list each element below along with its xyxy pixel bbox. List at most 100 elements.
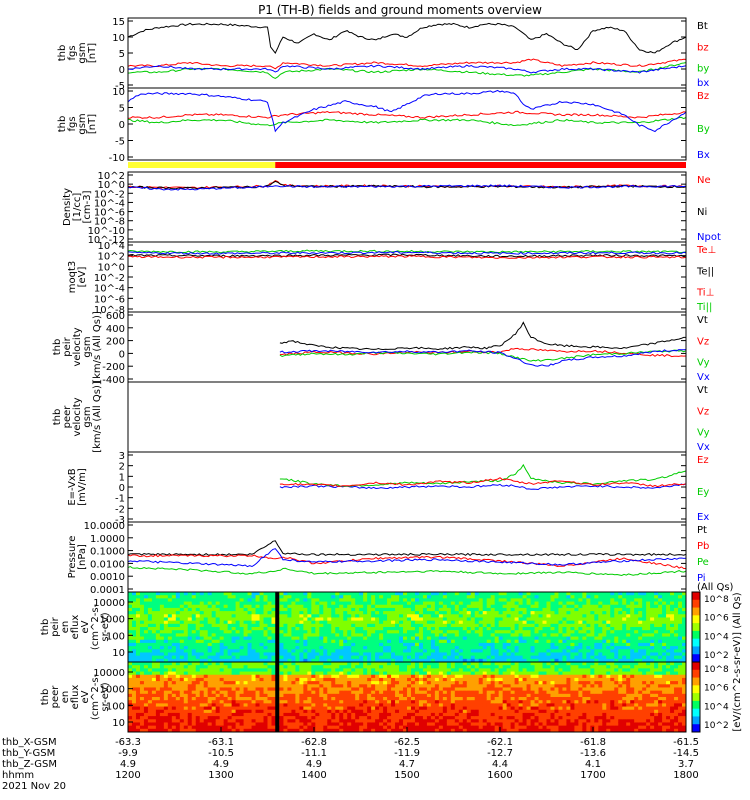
spectrogram-cell [243,595,249,599]
spectrogram-cell [343,636,348,641]
spectrogram-cell [391,665,396,669]
spectrogram-cell [335,700,340,704]
spectrogram-cell [195,601,201,606]
spectrogram-cell [243,687,249,692]
spectrogram-cell [502,658,508,663]
spectrogram-cell [147,681,153,685]
spectrogram-cell [347,706,352,711]
spectrogram-cell [163,709,169,714]
spectrogram-cell [586,658,591,663]
spectrogram-cell [414,627,420,631]
spectrogram-cell [506,658,512,663]
spectrogram-cell [410,662,416,666]
spectrogram-cell [267,617,272,622]
spectrogram-cell [526,627,532,631]
spectrogram-cell [131,630,137,634]
spectrogram-cell [410,655,416,660]
spectrogram-cell [135,611,141,615]
spectrogram-cell [251,598,257,603]
spectrogram-cell [231,604,237,609]
spectrogram-cell [403,697,408,701]
spectrogram-cell [343,671,348,676]
spectrogram-cell [203,674,209,679]
spectrogram-cell [211,671,217,676]
spectrogram-cell [295,719,300,723]
spectrogram-cell [243,668,249,673]
spectrogram-cell [598,655,603,660]
spectrogram-cell [179,614,185,618]
spectrogram-cell [183,652,189,657]
spectrogram-cell [670,598,675,603]
spectrogram-cell [610,633,615,638]
spectrogram-cell [414,668,420,673]
spectrogram-cell [139,595,145,599]
spectrogram-cell [590,607,595,612]
spectrogram-cell [375,700,380,704]
spectrogram-cell [135,709,141,714]
spectrogram-cell [211,700,217,704]
spectrogram-cell [383,709,388,714]
spectrogram-cell [211,646,217,650]
spectrogram-cell [462,611,468,615]
spectrogram-cell [395,712,400,717]
spectrogram-cell [399,706,404,711]
spectrogram-cell [259,703,265,708]
spectrogram-cell [155,655,161,660]
spectrogram-cell [522,611,528,615]
spectrogram-cell [323,611,328,615]
spectrogram-cell [195,700,201,704]
spectrogram-cell [195,620,201,625]
spectrogram-cell [279,655,284,660]
spectrogram-cell [351,693,356,698]
spectrogram-cell [414,633,420,638]
spectrogram-cell [195,611,201,615]
spectrogram-cell [371,642,376,647]
spectrogram-cell [207,617,213,622]
spectrogram-cell [315,712,320,717]
spectrogram-cell [542,617,547,622]
spectrogram-cell [558,639,563,644]
spectrogram-cell [570,642,575,647]
spectrogram-cell [430,614,436,618]
spectrogram-cell [462,617,468,622]
spectrogram-cell [622,623,627,628]
spectrogram-cell [199,630,205,634]
spectrogram-cell [347,709,352,714]
spectrogram-cell [227,687,233,692]
spectrogram-cell [207,719,213,723]
spectrogram-cell [410,706,416,711]
spectrogram-cell [438,646,444,650]
spectrogram-cell [446,658,452,663]
spectrogram-cell [546,627,551,631]
spectrogram-cell [578,623,583,628]
spectrogram-cell [530,658,536,663]
spectrogram-cell [379,604,384,609]
spectrogram-cell [295,633,300,638]
spectrogram-cell [359,722,364,727]
spectrogram-cell [251,719,257,723]
spectrogram-cell [355,703,360,708]
spectrogram-cell [606,607,611,612]
spectrogram-cell [255,697,261,701]
spectrogram-cell [235,668,241,673]
panel-peir_velocity-ylabel: thbpeirvelocitygsm[km/s (All Qs)] [52,311,103,383]
spectrogram-cell [383,728,388,733]
spectrogram-cell [203,604,209,609]
legend-pressure: Pb [697,541,709,552]
spectrogram-cell [191,690,197,695]
spectrogram-cell [323,719,328,723]
spectrogram-cell [207,687,213,692]
spectrogram-cell [403,604,408,609]
spectrogram-cell [550,595,555,599]
spectrogram-cell [231,677,237,682]
spectrogram-cell [542,623,547,628]
spectrogram-cell [279,722,284,727]
spectrogram-cell [283,665,288,669]
spectrogram-cell [335,607,340,612]
spectrogram-cell [678,601,683,606]
spectrogram-cell [630,598,635,603]
spectrogram-cell [574,601,579,606]
spectrogram-cell [203,722,209,727]
spectrogram-cell [303,709,308,714]
spectrogram-cell [195,681,201,685]
